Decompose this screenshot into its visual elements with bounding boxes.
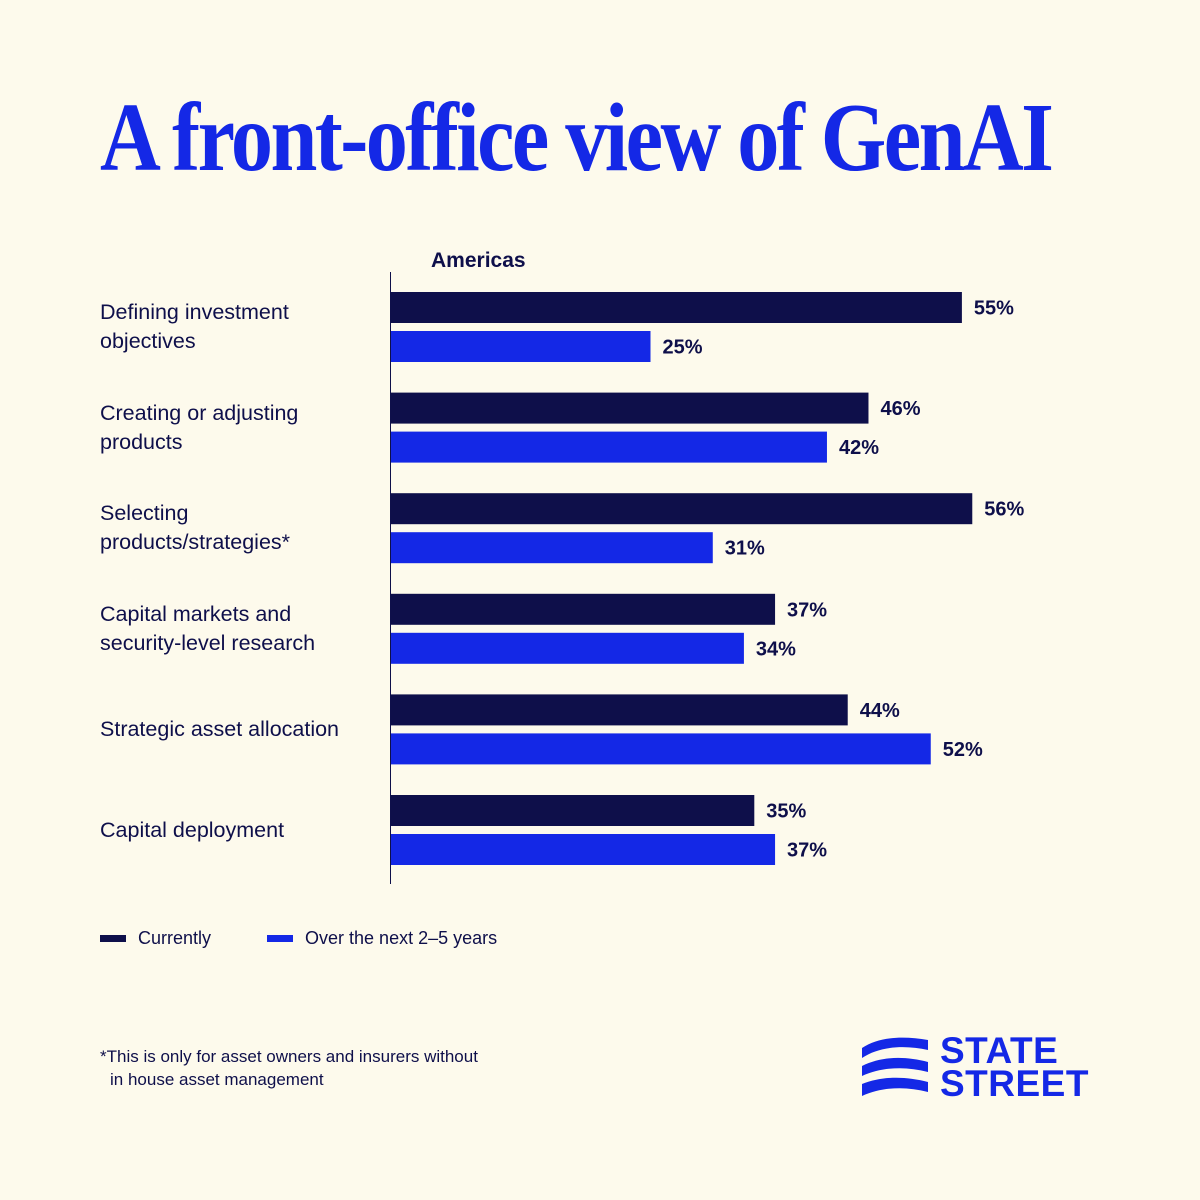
- bar-currently-2: [391, 493, 973, 525]
- footnote-line-2: in house asset management: [110, 1070, 324, 1089]
- category-label-4: Strategic asset allocation: [100, 715, 385, 744]
- bar-next-years-4: [391, 733, 931, 765]
- bar-currently-5: [391, 795, 755, 826]
- category-label-3: Capital markets and security-level resear…: [100, 600, 385, 658]
- category-label-line: Strategic asset allocation: [100, 716, 340, 741]
- category-label-line: security-level research: [100, 630, 316, 655]
- legend-label-currently: Currently: [138, 928, 212, 948]
- category-label-1: Creating or adjusting products: [100, 399, 385, 457]
- bar-next-years-3: [391, 632, 744, 664]
- bar-currently-0: [391, 292, 962, 323]
- logo-wordmark: STATE STREET: [940, 1030, 1089, 1104]
- value-label-currently-0: 55%: [974, 298, 1014, 320]
- category-label-5: Capital deployment: [100, 816, 385, 845]
- category-label-line: objectives: [100, 329, 196, 353]
- value-label-currently-1: 46%: [880, 398, 920, 420]
- legend: Currently Over the next 2–5 years: [100, 928, 553, 949]
- chart-subtitle: Americas: [431, 249, 526, 272]
- value-label-next-years-2: 31%: [725, 538, 765, 560]
- category-label-2: Selecting products/strategies*: [100, 499, 385, 557]
- footnote-line-1: *This is only for asset owners and insur…: [100, 1047, 478, 1066]
- category-label-line: Creating or adjusting: [100, 400, 299, 425]
- value-label-currently-4: 44%: [860, 700, 900, 722]
- bar-next-years-2: [391, 532, 713, 564]
- bar-next-years-1: [391, 431, 827, 463]
- chart-title: A front-office view of GenAI: [100, 84, 1054, 192]
- bar-currently-4: [391, 694, 848, 726]
- value-label-next-years-0: 25%: [663, 337, 703, 359]
- category-label-line: Selecting: [100, 501, 189, 526]
- legend-swatch-next-years: [267, 935, 294, 942]
- bar-currently-3: [391, 593, 776, 625]
- legend-swatch-currently: [100, 935, 126, 942]
- state-street-wave-icon: [862, 1037, 928, 1096]
- value-label-next-years-5: 37%: [787, 840, 827, 862]
- bar-next-years-0: [391, 331, 651, 362]
- value-label-currently-3: 37%: [787, 599, 827, 621]
- footnote: *This is only for asset owners and insur…: [100, 1045, 478, 1091]
- category-label-line: Capital markets and: [100, 601, 292, 626]
- value-label-currently-2: 56%: [984, 499, 1024, 521]
- bar-next-years-5: [391, 834, 776, 865]
- category-label-line: Capital deployment: [100, 817, 285, 842]
- y-axis-line: [390, 272, 391, 884]
- value-label-next-years-4: 52%: [943, 739, 983, 761]
- value-label-next-years-1: 42%: [839, 437, 879, 459]
- legend-item-next-years: Over the next 2–5 years: [267, 928, 497, 949]
- bar-currently-1: [391, 392, 869, 424]
- category-label-line: products: [100, 429, 183, 454]
- legend-item-currently: Currently: [100, 928, 211, 949]
- logo-line-2: STREET: [940, 1063, 1089, 1104]
- value-label-next-years-3: 34%: [756, 638, 796, 660]
- category-label-0: Defining investment objectives: [100, 298, 385, 356]
- state-street-logo: STATE STREET: [860, 1030, 1089, 1104]
- logo-line-1: STATE: [940, 1030, 1059, 1071]
- category-label-line: Defining investment: [100, 300, 289, 324]
- value-label-currently-5: 35%: [766, 801, 806, 823]
- legend-label-next-years: Over the next 2–5 years: [305, 928, 498, 948]
- category-label-line: products/strategies*: [100, 530, 291, 555]
